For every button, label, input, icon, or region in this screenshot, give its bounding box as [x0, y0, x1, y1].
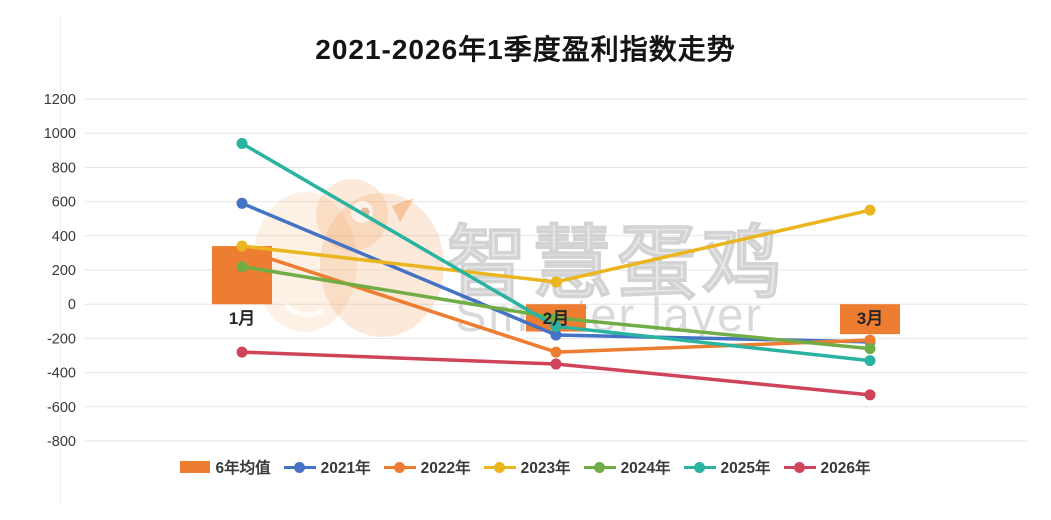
legend-bar-swatch: [180, 461, 211, 473]
data-point-2024年-2月: [550, 312, 562, 324]
data-point-2024年-3月: [864, 343, 876, 355]
y-axis-tick-label: 1200: [44, 92, 76, 108]
data-point-2026年-2月: [550, 358, 562, 370]
legend-swatch-dot: [394, 461, 406, 473]
legend-line-swatch: [283, 461, 316, 473]
legend-item-2021年: 2021年: [283, 456, 371, 478]
legend-swatch-dot: [294, 461, 306, 473]
data-point-2021年-2月: [550, 329, 562, 341]
legend-line-swatch: [583, 461, 616, 473]
watermark-egg-shape: [253, 192, 357, 332]
x-axis-label-1月: 1月: [229, 309, 255, 328]
watermark-chick-body: [320, 193, 444, 337]
watermark-chick-beak: [392, 198, 414, 222]
y-axis-tick-label: 400: [52, 229, 76, 245]
legend-label: 2024年: [620, 460, 671, 477]
data-point-2024年-1月: [236, 261, 248, 273]
legend-line-swatch: [783, 461, 816, 473]
legend-item-2023年: 2023年: [483, 456, 571, 478]
x-axis-label-3月: 3月: [857, 309, 883, 328]
line-series-2026年: [240, 350, 872, 397]
data-point-2026年-3月: [864, 389, 876, 401]
y-axis-tick-label: 1000: [44, 126, 76, 142]
y-axis-tick-label: 0: [68, 297, 76, 313]
legend-line-swatch: [483, 461, 516, 473]
data-point-2025年-1月: [236, 137, 248, 149]
data-point-2026年-1月: [236, 346, 248, 358]
legend-swatch-dot: [494, 461, 506, 473]
data-point-2025年-3月: [864, 355, 876, 367]
legend-item-2022年: 2022年: [383, 456, 471, 478]
data-point-2023年-2月: [550, 276, 562, 288]
legend-item-2024年: 2024年: [583, 456, 671, 478]
data-point-2022年-3月: [864, 334, 876, 346]
legend-label: 2021年: [320, 460, 371, 477]
chart-legend: 6年均值 2021年 2022年 2023年 2024年 2025年 2026年: [0, 456, 1051, 478]
y-axis-tick-label: -200: [47, 331, 76, 347]
legend-item-6年均值: 6年均值: [180, 456, 271, 478]
y-axis-tick-label: 600: [52, 195, 76, 211]
bar-6年均值-3月: [840, 304, 900, 335]
y-axis-tick-label: -600: [47, 400, 76, 416]
data-point-2022年-2月: [550, 346, 562, 358]
watermark-smile: [283, 303, 325, 318]
legend-swatch-dot: [694, 461, 706, 473]
legend-item-2026年: 2026年: [783, 456, 871, 478]
data-point-2021年-1月: [236, 197, 248, 209]
legend-swatch-dot: [794, 461, 806, 473]
legend-line-swatch: [683, 461, 716, 473]
chart-title: 2021-2026年1季度盈利指数走势: [315, 34, 736, 65]
legend-line-swatch: [383, 461, 416, 473]
x-axis-label-2月: 2月: [543, 309, 569, 328]
data-point-2025年-2月: [550, 320, 562, 332]
y-axis-tick-label: -800: [47, 434, 76, 450]
legend-label: 2023年: [520, 460, 571, 477]
legend-label: 2025年: [720, 460, 771, 477]
y-axis-tick-label: 200: [52, 263, 76, 279]
data-point-2023年-3月: [864, 204, 876, 216]
legend-label: 6年均值: [215, 460, 271, 477]
legend-label: 2022年: [420, 460, 471, 477]
legend-label: 2026年: [820, 460, 871, 477]
card-left-edge: [60, 14, 61, 506]
y-axis-tick-label: 800: [52, 160, 76, 176]
y-axis-tick-label: -400: [47, 366, 76, 382]
legend-item-2025年: 2025年: [683, 456, 771, 478]
legend-swatch-dot: [594, 461, 606, 473]
data-point-2023年-1月: [236, 240, 248, 252]
